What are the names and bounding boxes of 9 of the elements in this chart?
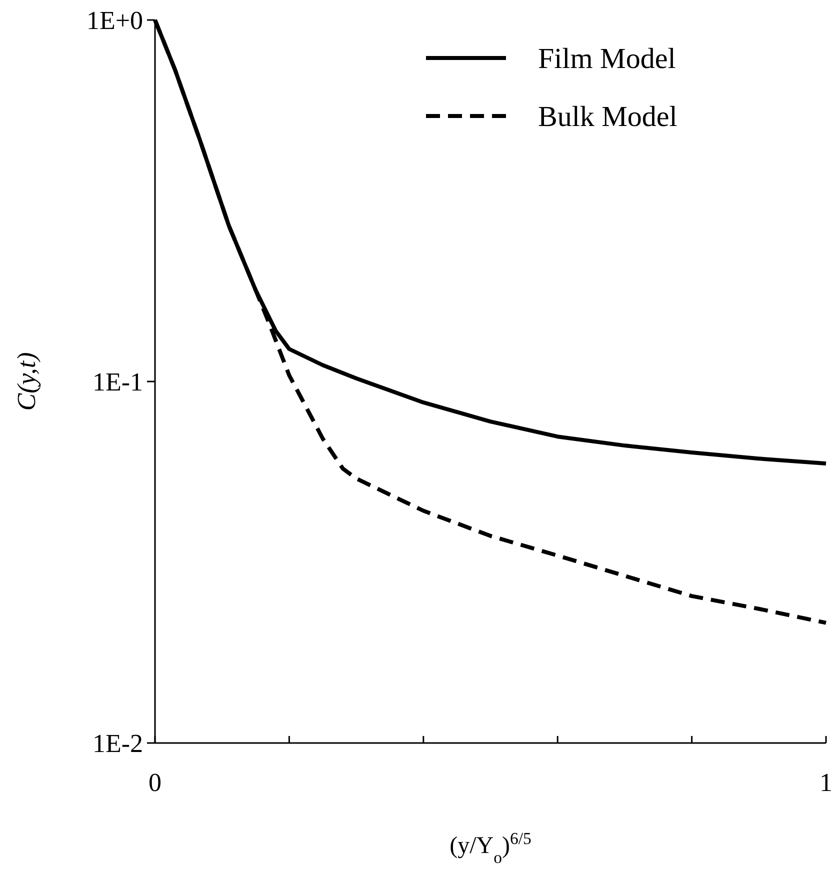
y-tick-label: 1E-1 [92,368,143,397]
x-tick-label: 0 [148,768,162,797]
x-axis-title: (y/Y$_{o}$)$^{6/5}$ [450,828,532,866]
y-tick-label: 1E+0 [86,6,143,36]
x-tick-label: 1 [820,768,832,797]
y-tick-label: 1E-2 [92,729,143,758]
y-axis-title: C(y,t) [12,352,41,411]
legend-label: Film Model [538,43,676,76]
legend-label: Bulk Model [538,101,678,134]
